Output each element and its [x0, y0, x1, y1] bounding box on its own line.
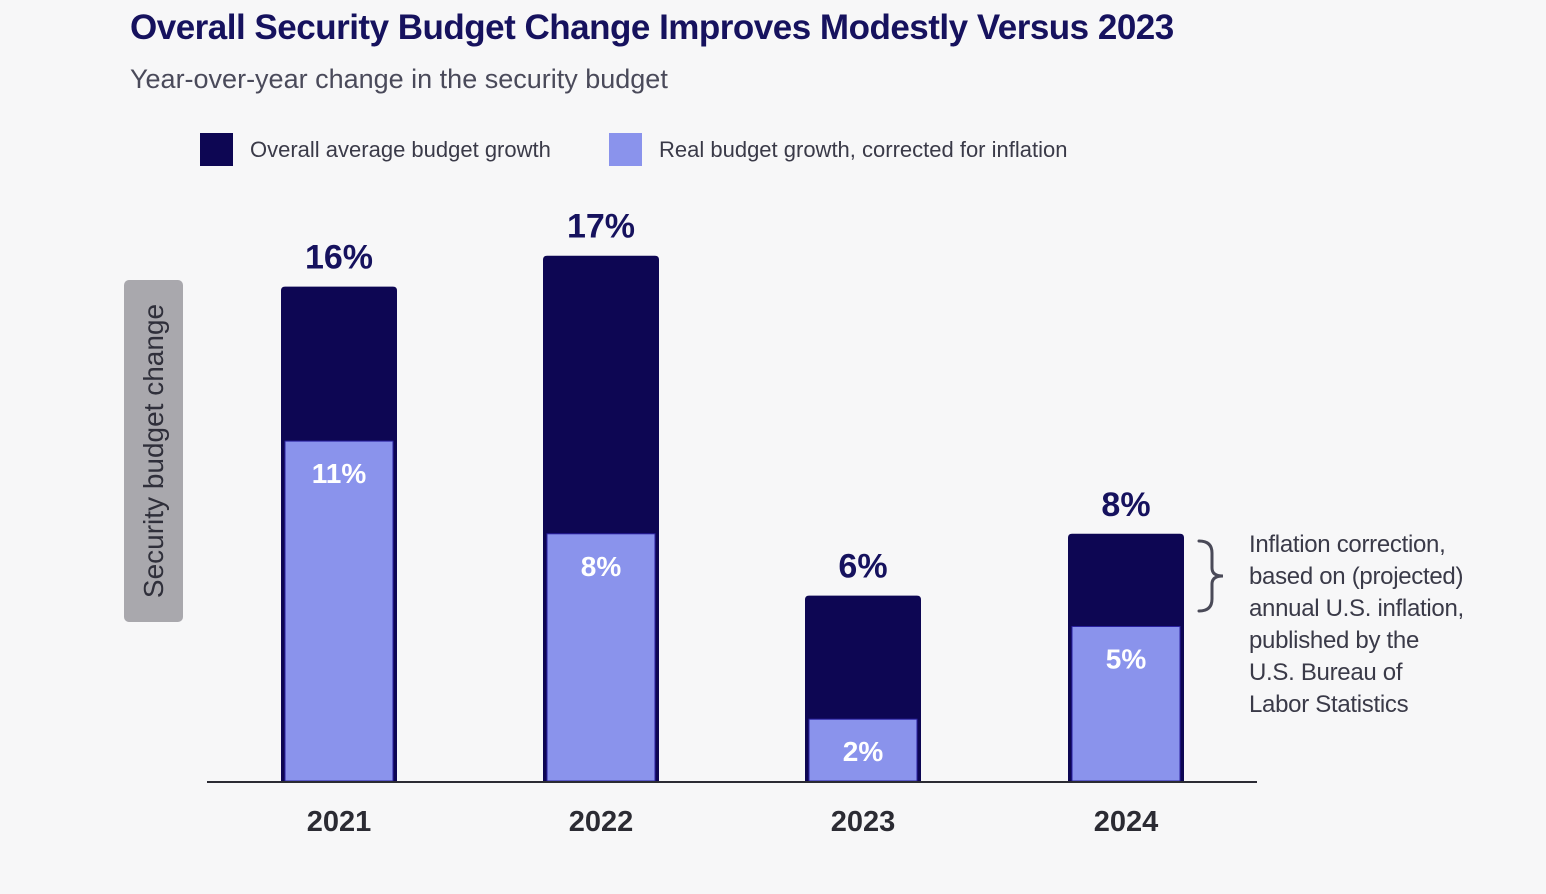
- x-tick-label-2021: 2021: [307, 806, 372, 838]
- data-label-real-2023: 2%: [843, 736, 884, 767]
- chart-subtitle: Year-over-year change in the security bu…: [130, 64, 668, 94]
- annotation-line: based on (projected): [1249, 563, 1464, 590]
- chart-title: Overall Security Budget Change Improves …: [130, 8, 1174, 47]
- data-label-overall-2021: 16%: [305, 239, 373, 277]
- bar-real-2022: [546, 533, 656, 782]
- data-label-real-2021: 11%: [312, 458, 367, 489]
- data-label-overall-2023: 6%: [838, 548, 887, 586]
- legend-label-real: Real budget growth, corrected for inflat…: [659, 136, 1068, 162]
- x-tick-label-2023: 2023: [831, 806, 896, 838]
- x-tick-label-2022: 2022: [569, 806, 634, 838]
- y-axis-label-box: Security budget change: [124, 280, 183, 622]
- data-label-overall-2022: 17%: [567, 208, 635, 246]
- bar-real-2023: [808, 718, 918, 782]
- bar-real-2021: [284, 440, 394, 782]
- legend-swatch-real: [609, 133, 642, 166]
- legend-item-real: Real budget growth, corrected for inflat…: [609, 133, 1067, 166]
- data-label-real-2022: 8%: [581, 551, 622, 582]
- annotation-line: annual U.S. inflation,: [1249, 595, 1464, 622]
- data-label-real-2024: 5%: [1106, 644, 1147, 675]
- annotation-line: U.S. Bureau of: [1249, 659, 1403, 686]
- annotation-line: Labor Statistics: [1249, 691, 1409, 718]
- brace-icon: [1197, 539, 1224, 613]
- annotation-line: Inflation correction,: [1249, 531, 1446, 558]
- legend-swatch-overall: [200, 133, 233, 166]
- bar-real-2024: [1071, 626, 1181, 782]
- legend-item-overall: Overall average budget growth: [200, 133, 551, 166]
- inflation-annotation: Inflation correction, based on (projecte…: [1249, 529, 1464, 721]
- data-label-overall-2024: 8%: [1101, 486, 1150, 524]
- legend-label-overall: Overall average budget growth: [250, 136, 551, 162]
- annotation-line: published by the: [1249, 627, 1419, 654]
- x-tick-label-2024: 2024: [1094, 806, 1159, 838]
